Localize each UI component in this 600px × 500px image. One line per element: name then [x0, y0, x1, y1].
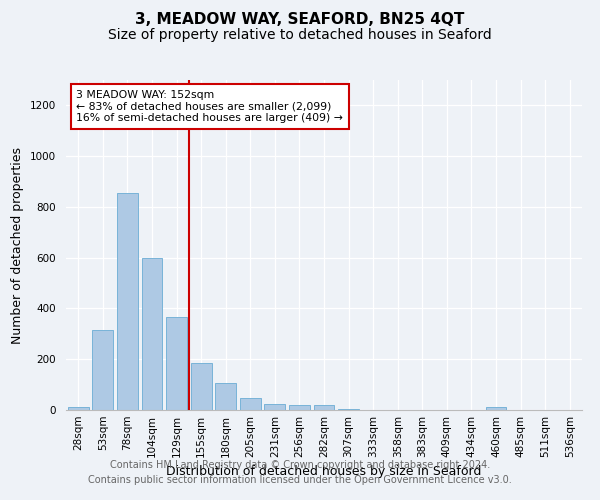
Bar — [92, 330, 113, 410]
Text: Contains HM Land Registry data © Crown copyright and database right 2024.
Contai: Contains HM Land Registry data © Crown c… — [88, 460, 512, 485]
Bar — [289, 406, 310, 410]
Y-axis label: Number of detached properties: Number of detached properties — [11, 146, 25, 344]
Bar — [117, 193, 138, 410]
Bar — [142, 258, 163, 410]
X-axis label: Distribution of detached houses by size in Seaford: Distribution of detached houses by size … — [166, 466, 482, 478]
Text: 3 MEADOW WAY: 152sqm
← 83% of detached houses are smaller (2,099)
16% of semi-de: 3 MEADOW WAY: 152sqm ← 83% of detached h… — [76, 90, 343, 123]
Bar — [485, 407, 506, 410]
Bar — [68, 408, 89, 410]
Text: Size of property relative to detached houses in Seaford: Size of property relative to detached ho… — [108, 28, 492, 42]
Bar — [166, 318, 187, 410]
Bar — [191, 363, 212, 410]
Bar — [240, 398, 261, 410]
Text: 3, MEADOW WAY, SEAFORD, BN25 4QT: 3, MEADOW WAY, SEAFORD, BN25 4QT — [136, 12, 464, 28]
Bar — [215, 384, 236, 410]
Bar — [265, 404, 286, 410]
Bar — [314, 406, 334, 410]
Bar — [338, 408, 359, 410]
